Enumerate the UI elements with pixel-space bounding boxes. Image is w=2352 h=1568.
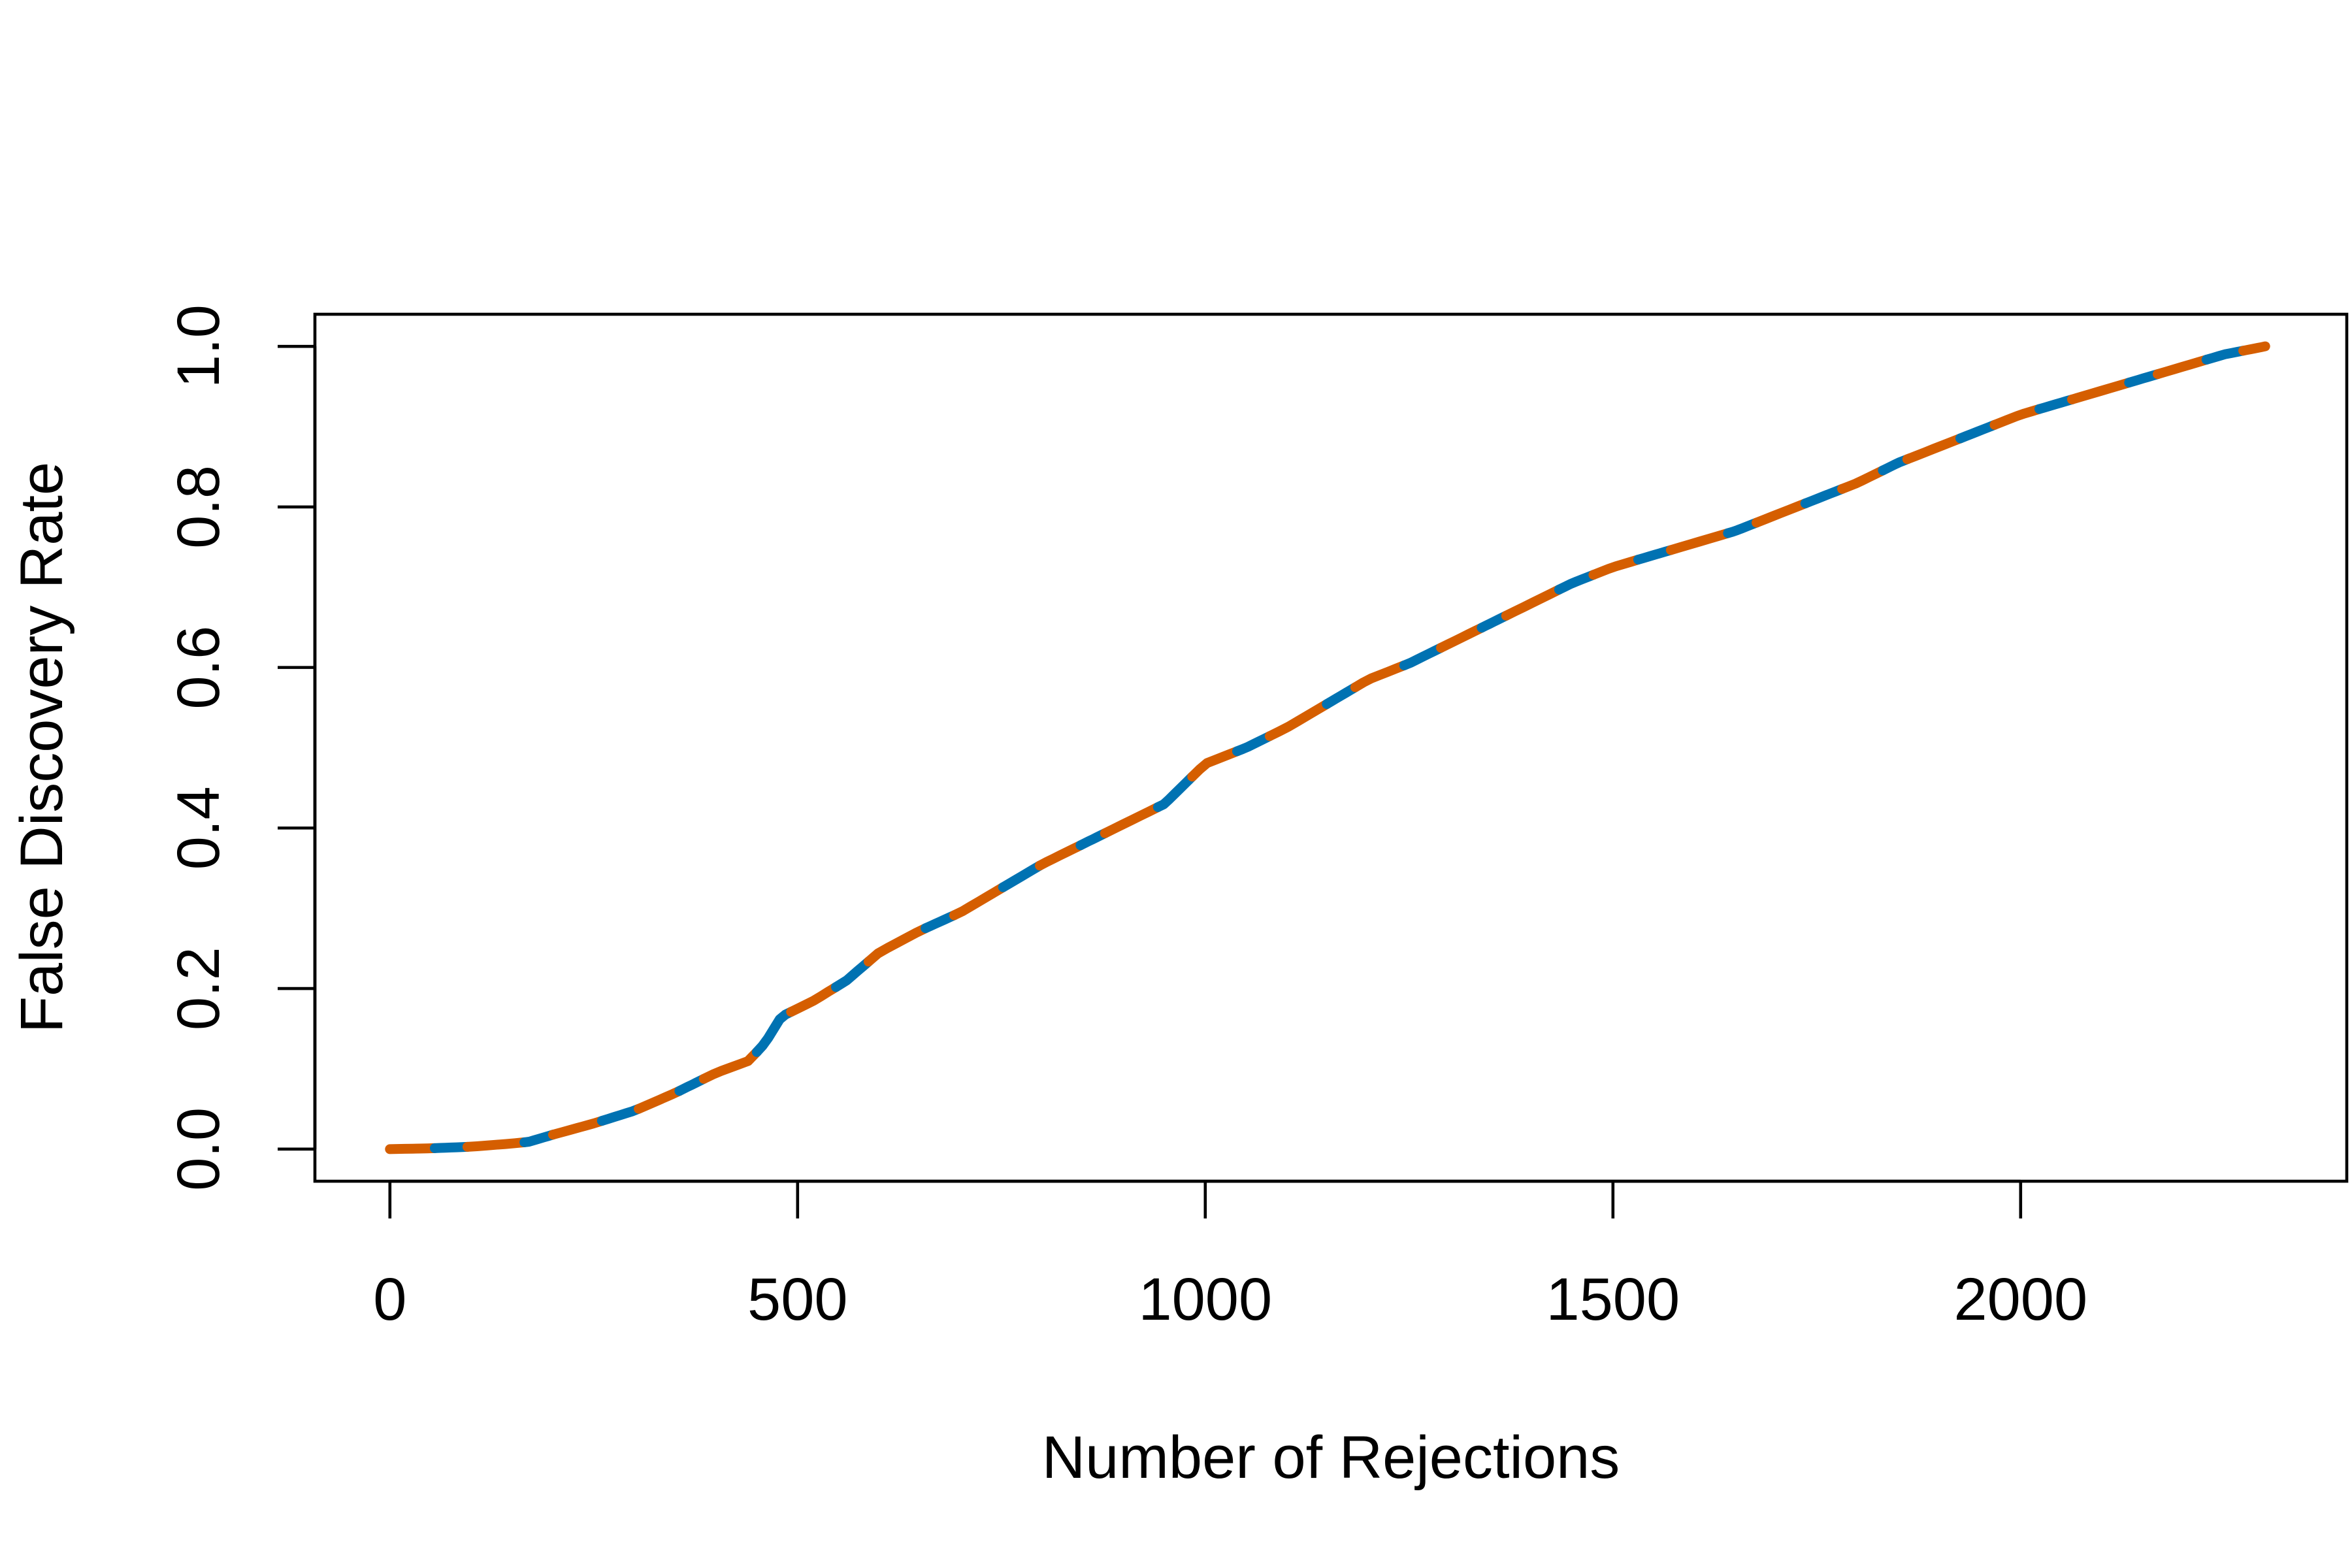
fdr-curve-segment bbox=[1633, 545, 1676, 565]
fdr-curve-segment bbox=[1902, 433, 1965, 465]
fdr-curve-segment bbox=[998, 860, 1045, 892]
fdr-curve-segment bbox=[698, 1047, 762, 1084]
fdr-curve-segment bbox=[1035, 840, 1086, 871]
fdr-curve-segment bbox=[1588, 555, 1643, 580]
y-axis: 0.0 0.2 0.4 0.6 0.8 1.0 bbox=[165, 304, 317, 1191]
x-tick-label: 500 bbox=[747, 1266, 848, 1333]
fdr-curve-segment bbox=[2238, 341, 2270, 356]
fdr-curve-segment bbox=[1554, 570, 1599, 595]
fdr-curve-segment bbox=[2124, 369, 2163, 388]
fdr-curve-segment bbox=[949, 882, 1008, 921]
fdr-curve-segment bbox=[1152, 772, 1198, 812]
fdr-curve-segment bbox=[2066, 378, 2134, 404]
fdr-curve-segment bbox=[921, 910, 959, 934]
fdr-curve-segment bbox=[1501, 584, 1564, 621]
fdr-curve-segment bbox=[1232, 731, 1275, 757]
fdr-curve-segment bbox=[430, 1141, 472, 1153]
x-tick-label: 1000 bbox=[1138, 1266, 1272, 1333]
fdr-curve-segment bbox=[1723, 517, 1761, 538]
x-axis-title: Number of Rejections bbox=[1042, 1424, 1620, 1491]
fdr-curve bbox=[385, 341, 2270, 1154]
y-tick-label: 0.8 bbox=[165, 465, 232, 549]
y-tick-label: 0.6 bbox=[165, 626, 232, 710]
fdr-curve-segment bbox=[1752, 498, 1810, 528]
fdr-curve-segment bbox=[547, 1116, 607, 1140]
fdr-curve-segment bbox=[786, 982, 841, 1017]
y-tick-label: 1.0 bbox=[165, 304, 232, 388]
fdr-curve-segment bbox=[1955, 419, 2000, 444]
x-axis: 0 500 1000 1500 2000 bbox=[373, 1179, 2087, 1333]
fdr-curve-segment bbox=[1665, 528, 1733, 555]
fdr-curve-segment bbox=[1436, 623, 1487, 653]
fdr-curve-segment bbox=[2034, 394, 2077, 414]
fdr-curve-segment bbox=[2201, 346, 2248, 365]
fdr-curve-segment bbox=[2153, 355, 2212, 380]
fdr-curve-segment bbox=[863, 923, 931, 967]
fdr-curve-segment bbox=[596, 1103, 644, 1126]
fdr-curve-segment bbox=[1350, 660, 1409, 693]
x-tick-label: 0 bbox=[373, 1266, 406, 1333]
fdr-curve-segment bbox=[462, 1137, 530, 1152]
fdr-curve-segment bbox=[1399, 643, 1446, 670]
fdr-curve-segment bbox=[1264, 699, 1332, 742]
y-axis-title: False Discovery Rate bbox=[8, 462, 75, 1033]
fdr-curve-segment bbox=[385, 1143, 440, 1154]
x-tick-label: 2000 bbox=[1953, 1266, 2087, 1333]
fdr-curve-segment bbox=[1100, 802, 1163, 838]
fdr-curve-segment bbox=[831, 956, 874, 992]
fdr-curve-segment bbox=[519, 1130, 558, 1147]
x-tick-label: 1500 bbox=[1546, 1266, 1680, 1333]
fdr-curve-segment bbox=[751, 1007, 796, 1057]
y-tick-label: 0.4 bbox=[165, 786, 232, 870]
y-tick-label: 0.2 bbox=[165, 947, 232, 1030]
y-tick-label: 0.0 bbox=[165, 1107, 232, 1191]
fdr-curve-segment bbox=[1800, 483, 1847, 508]
fdr-curve-segment bbox=[1187, 746, 1242, 782]
fdr-curve-segment bbox=[634, 1086, 685, 1114]
fdr-curve-segment bbox=[1837, 465, 1888, 494]
fdr-curve-segment bbox=[1989, 404, 2044, 430]
fdr-curve-segment bbox=[1322, 682, 1360, 710]
